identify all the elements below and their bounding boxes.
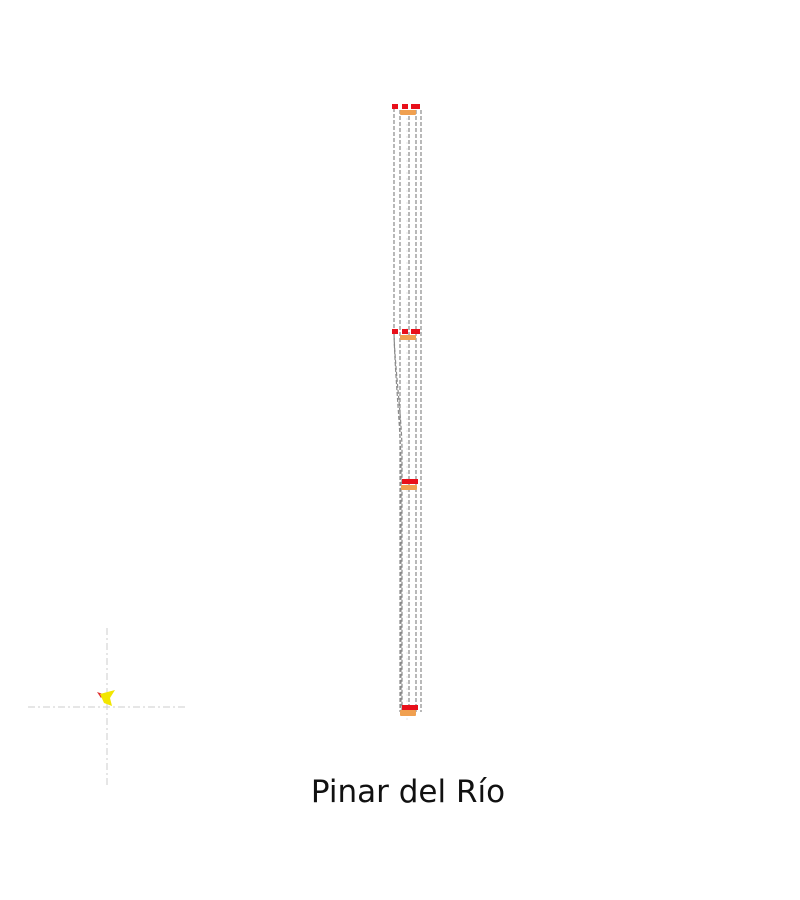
station-bottom xyxy=(400,705,418,716)
route-tracks xyxy=(393,108,422,712)
station-lower-mid-orange xyxy=(401,485,417,490)
station-bottom-red xyxy=(402,705,418,710)
track-curve-upper xyxy=(393,108,403,712)
station-upper-mid-red-mid xyxy=(402,329,408,334)
station-top-red-left xyxy=(392,104,398,109)
location-marker-arrow xyxy=(100,690,115,706)
station-top-red-mid xyxy=(402,104,408,109)
map-caption: Pinar del Río xyxy=(310,774,506,810)
location-marker-icon xyxy=(97,690,115,706)
station-bottom-orange xyxy=(400,710,416,716)
station-top-red-right xyxy=(411,104,420,109)
station-upper-mid-red-left xyxy=(392,329,398,334)
track-curve-lower xyxy=(393,331,402,712)
station-top-orange xyxy=(400,110,416,115)
station-upper-mid-red-right xyxy=(411,329,420,334)
station-top xyxy=(392,104,420,115)
crosshair-guide xyxy=(28,628,188,788)
station-lower-mid xyxy=(401,479,418,490)
station-lower-mid-red xyxy=(402,479,418,484)
station-upper-mid xyxy=(392,329,420,340)
station-upper-mid-orange xyxy=(400,335,416,340)
